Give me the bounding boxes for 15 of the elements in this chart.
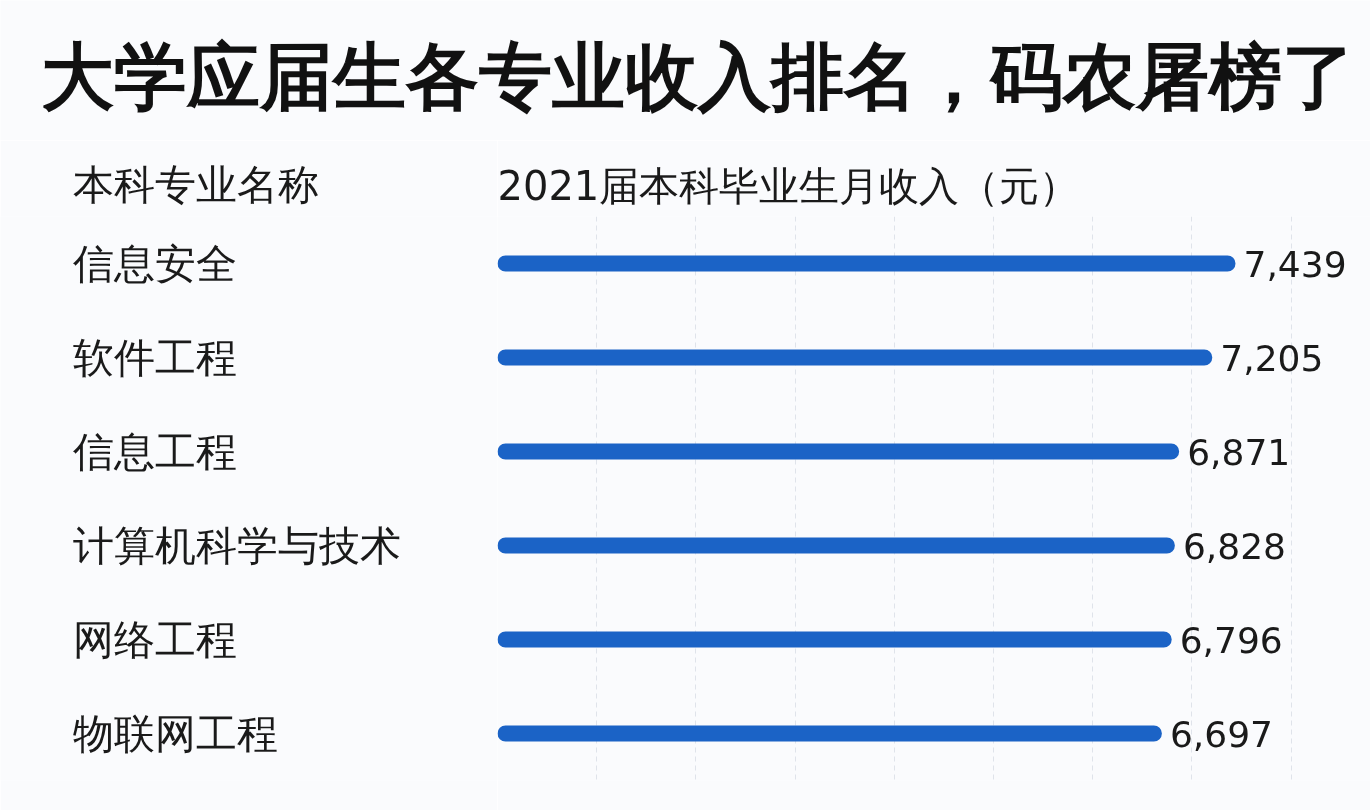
- y-tick-label: 网络工程: [72, 615, 237, 664]
- data-label: 7,205: [1220, 337, 1324, 379]
- data-label: 6,697: [1169, 713, 1273, 755]
- y-tick-label: 信息安全: [72, 239, 237, 288]
- y-tick-label: 物联网工程: [72, 709, 278, 758]
- data-label: 6,828: [1182, 525, 1286, 567]
- data-label: 7,439: [1243, 243, 1347, 285]
- y-tick-label: 信息工程: [72, 427, 237, 476]
- y-tick-label: 软件工程: [72, 333, 237, 382]
- x-axis-title: 2021届本科毕业生月收入（元）: [497, 162, 1080, 209]
- data-label: 6,871: [1187, 431, 1291, 473]
- data-label: 6,796: [1179, 619, 1283, 661]
- y-tick-label: 计算机科学与技术: [72, 521, 401, 570]
- chart-title: 大学应届生各专业收入排名，码农屠榜了: [40, 34, 1355, 119]
- y-axis-title: 本科专业名称: [72, 160, 319, 209]
